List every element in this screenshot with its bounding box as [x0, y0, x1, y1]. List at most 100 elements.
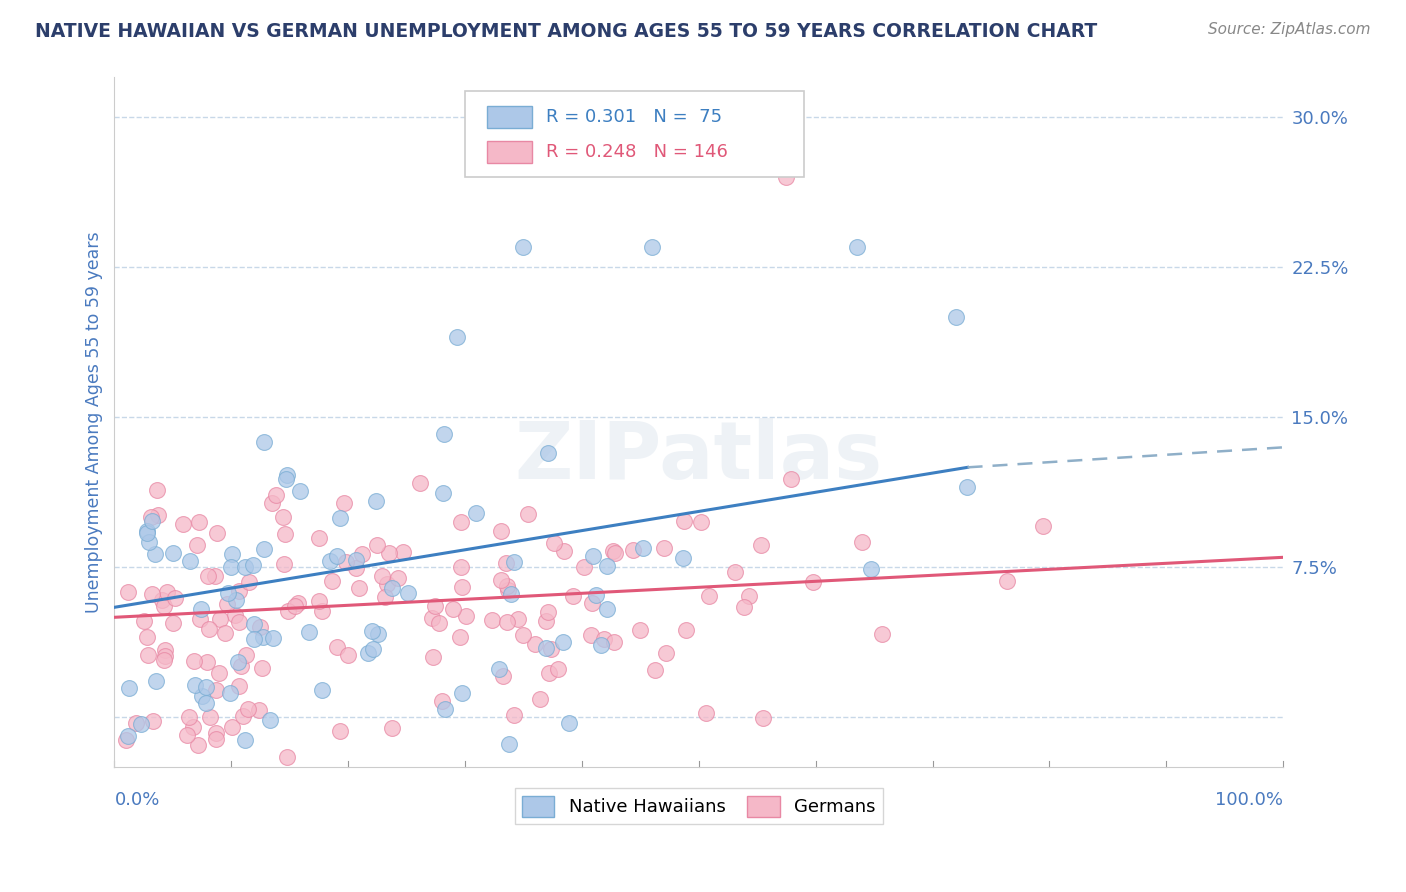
Point — [579, 628, 602, 642]
Point — [387, 571, 409, 585]
Point — [205, 682, 228, 697]
Point — [420, 610, 443, 624]
Point — [274, 472, 297, 486]
Point — [162, 615, 184, 630]
Point — [243, 632, 266, 647]
Point — [273, 557, 295, 571]
Point — [232, 708, 254, 723]
Point — [204, 569, 226, 583]
FancyBboxPatch shape — [488, 106, 531, 128]
Point — [153, 642, 176, 657]
Point — [465, 506, 488, 520]
Point — [184, 678, 207, 692]
Point — [297, 625, 319, 640]
Point — [329, 724, 352, 739]
Point — [207, 526, 229, 541]
Point — [191, 689, 214, 703]
Point — [562, 589, 585, 603]
Point — [451, 686, 474, 700]
Point — [183, 654, 205, 668]
Point — [361, 642, 384, 657]
Point — [392, 545, 415, 559]
Point — [352, 548, 374, 562]
Point — [253, 435, 276, 450]
Point — [271, 510, 294, 524]
Point — [690, 515, 713, 529]
Point — [224, 608, 246, 623]
Point — [162, 546, 184, 560]
Point — [367, 626, 389, 640]
Point — [153, 649, 176, 664]
Point — [329, 511, 352, 525]
Point — [187, 738, 209, 752]
Point — [208, 612, 231, 626]
Point — [132, 614, 155, 628]
Point — [995, 574, 1018, 589]
Point — [492, 669, 515, 683]
Point — [596, 602, 619, 616]
Point — [582, 549, 605, 563]
Point — [699, 589, 721, 603]
Point — [115, 733, 138, 747]
Point — [117, 729, 139, 743]
Point — [537, 606, 560, 620]
Point — [512, 628, 534, 642]
Point — [441, 602, 464, 616]
Point — [481, 613, 503, 627]
Point — [641, 240, 664, 254]
Point — [247, 703, 270, 717]
Point — [593, 632, 616, 647]
Point — [136, 648, 159, 662]
Point — [179, 553, 201, 567]
Point — [489, 573, 512, 587]
Point — [738, 589, 761, 603]
Point — [422, 649, 444, 664]
Point — [205, 726, 228, 740]
Point — [195, 656, 218, 670]
Point — [596, 559, 619, 574]
Point — [498, 737, 520, 751]
Point — [381, 721, 404, 735]
Point — [450, 560, 472, 574]
Point — [652, 541, 675, 556]
Point — [146, 483, 169, 498]
Point — [547, 662, 569, 676]
Point — [1032, 519, 1054, 533]
Point — [536, 614, 558, 628]
Point — [197, 569, 219, 583]
Point — [141, 587, 163, 601]
Point — [141, 514, 163, 528]
Point — [326, 549, 349, 563]
Point — [152, 599, 174, 613]
Point — [190, 602, 212, 616]
Point — [581, 596, 603, 610]
Point — [150, 593, 173, 607]
Point — [456, 608, 478, 623]
Point — [326, 640, 349, 655]
Point — [228, 615, 250, 629]
Point — [499, 587, 522, 601]
Point — [135, 525, 157, 540]
Text: NATIVE HAWAIIAN VS GERMAN UNEMPLOYMENT AMONG AGES 55 TO 59 YEARS CORRELATION CHA: NATIVE HAWAIIAN VS GERMAN UNEMPLOYMENT A… — [35, 22, 1098, 41]
Point — [259, 713, 281, 727]
Text: 100.0%: 100.0% — [1215, 791, 1284, 809]
Point — [377, 546, 399, 560]
Point — [432, 486, 454, 500]
Point — [176, 728, 198, 742]
Point — [496, 579, 519, 593]
Point — [538, 666, 561, 681]
Point — [371, 568, 394, 582]
Point — [621, 543, 644, 558]
Point — [198, 710, 221, 724]
Point — [433, 702, 456, 716]
Point — [138, 535, 160, 549]
Point — [276, 750, 298, 764]
Point — [558, 715, 581, 730]
Point — [181, 720, 204, 734]
Point — [337, 648, 360, 662]
Point — [186, 538, 208, 552]
Point — [197, 623, 219, 637]
Point — [512, 240, 534, 254]
Point — [217, 586, 239, 600]
Point — [449, 630, 471, 644]
